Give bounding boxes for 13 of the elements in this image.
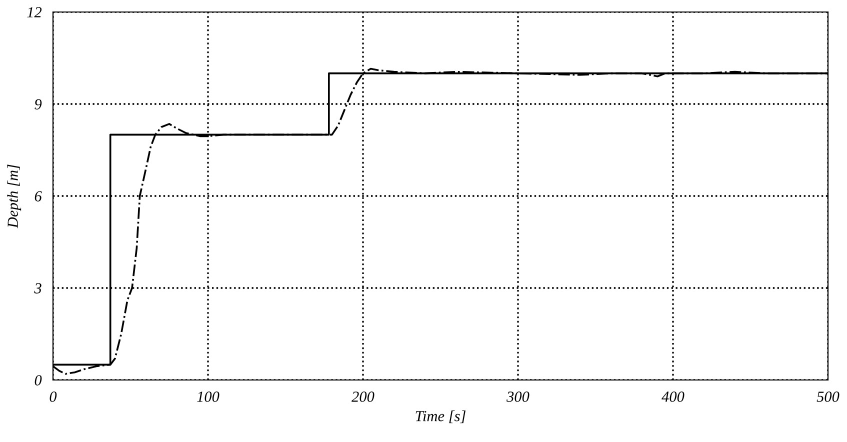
x-tick-label: 300 [506,392,530,402]
y-tick-label: 9 [34,99,42,110]
y-tick-label: 0 [34,375,42,386]
y-tick-label: 6 [34,191,42,202]
x-tick-label: 0 [50,392,57,402]
x-tick-label: 500 [816,392,840,402]
x-tick-label: 200 [352,392,374,402]
y-tick-label: 3 [34,283,42,294]
x-tick-label: 100 [197,392,220,402]
x-tick-label: 400 [662,392,684,402]
x-axis-title: Time [s] [416,410,466,424]
y-axis-title: Depth [m] [7,164,22,228]
y-tick-label: 12 [27,7,42,18]
